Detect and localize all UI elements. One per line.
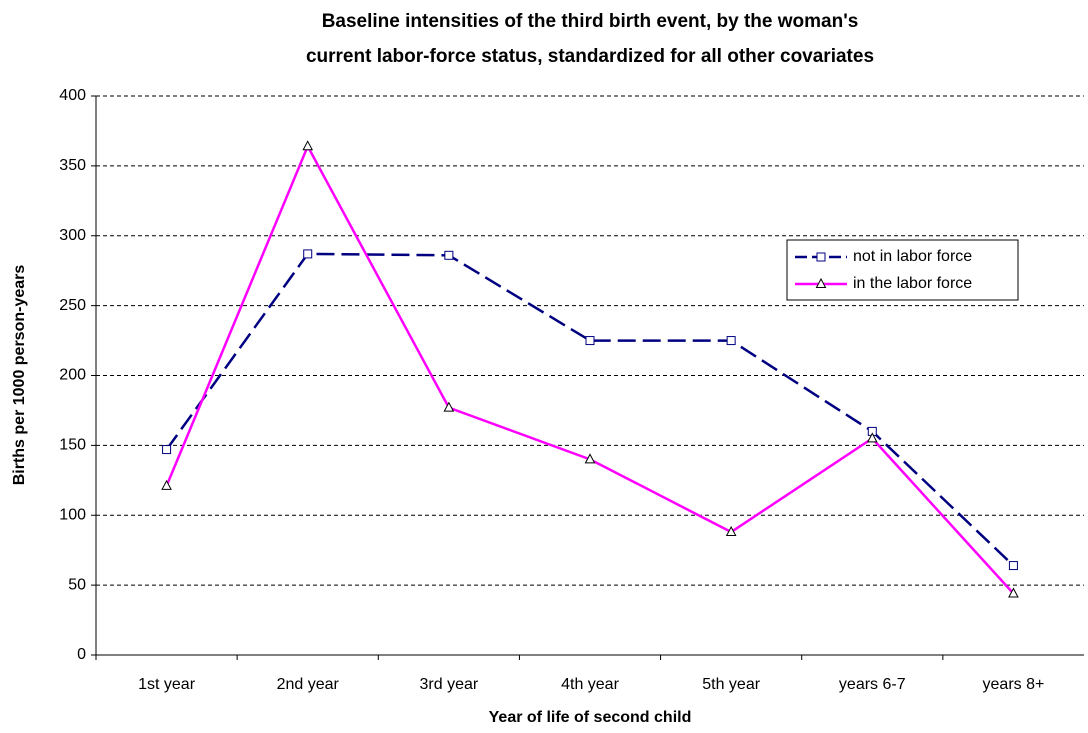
y-tick-label: 350 xyxy=(59,157,86,174)
marker xyxy=(584,453,596,464)
x-tick-label: 2nd year xyxy=(277,676,340,693)
y-tick-label: 250 xyxy=(59,297,86,314)
legend-label: not in labor force xyxy=(853,248,972,265)
legend-label: in the labor force xyxy=(853,275,972,292)
marker xyxy=(162,445,172,455)
marker xyxy=(585,336,595,346)
chart-title: current labor-force status, standardized… xyxy=(306,46,874,67)
marker xyxy=(725,525,737,537)
y-tick-label: 0 xyxy=(77,646,86,663)
y-tick-label: 400 xyxy=(59,87,86,104)
legend-box xyxy=(786,239,1019,301)
marker xyxy=(161,479,172,490)
y-tick-label: 50 xyxy=(68,576,86,593)
x-axis-label: Year of life of second child xyxy=(489,709,692,726)
marker xyxy=(302,140,314,151)
x-tick-label: years 6-7 xyxy=(839,676,906,693)
marker xyxy=(726,336,736,346)
series-line xyxy=(165,252,1015,567)
marker xyxy=(816,252,826,262)
x-tick-label: 1st year xyxy=(138,676,196,693)
marker xyxy=(1008,561,1018,571)
series-line xyxy=(165,143,1015,595)
chart-title: Baseline intensities of the third birth … xyxy=(322,11,859,32)
y-tick-label: 150 xyxy=(59,437,86,454)
marker xyxy=(443,401,455,412)
x-tick-label: years 8+ xyxy=(983,676,1045,693)
x-tick-label: 3rd year xyxy=(420,676,479,693)
marker xyxy=(815,277,827,288)
marker xyxy=(303,249,313,259)
marker xyxy=(444,250,454,260)
x-tick-label: 4th year xyxy=(561,676,619,693)
marker xyxy=(1008,587,1019,598)
y-tick-label: 100 xyxy=(59,506,86,523)
y-tick-label: 200 xyxy=(59,367,86,384)
y-tick-label: 300 xyxy=(59,227,86,244)
x-tick-label: 5th year xyxy=(702,676,760,693)
y-axis-label: Births per 1000 person-years xyxy=(11,265,28,486)
marker xyxy=(866,432,878,443)
